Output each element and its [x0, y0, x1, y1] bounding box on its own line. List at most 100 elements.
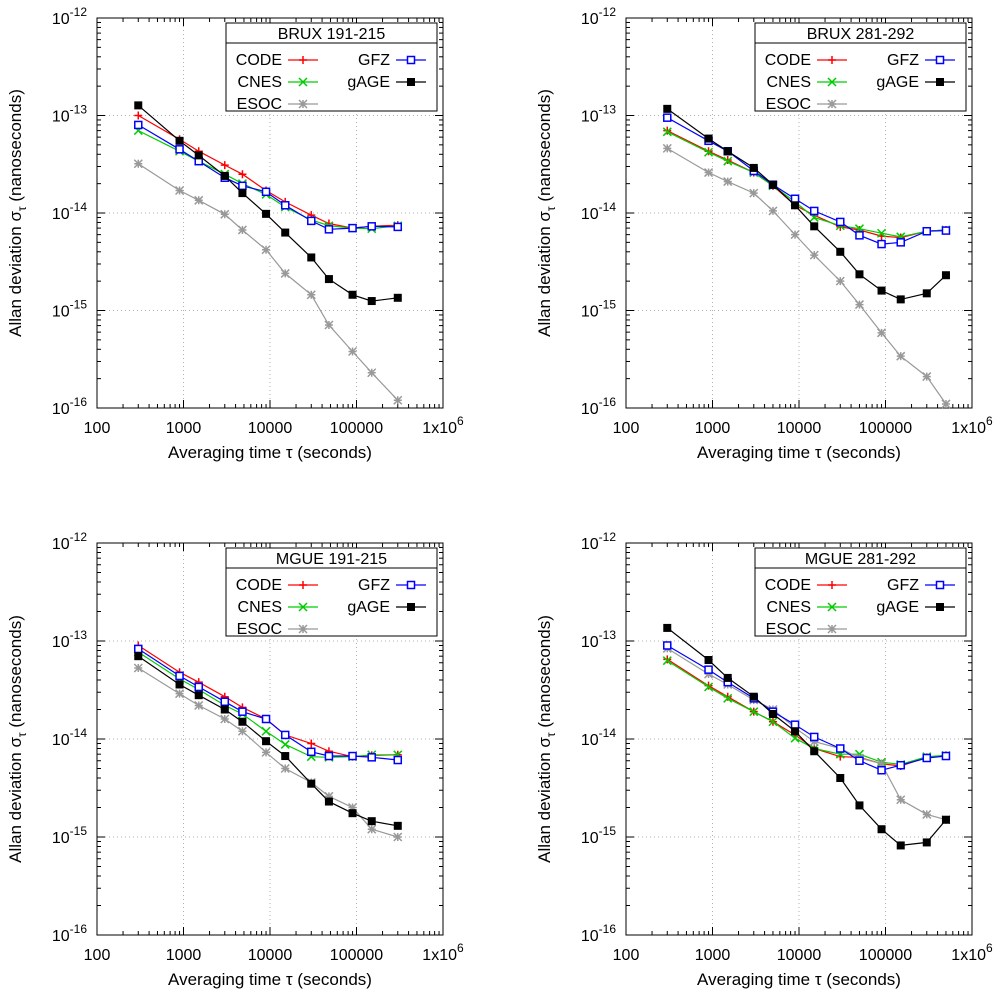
data-point	[393, 832, 403, 842]
legend-marker	[298, 624, 308, 634]
y-tick-label: 10-14	[52, 200, 87, 223]
x-tick-label: 100	[84, 420, 111, 437]
data-point	[348, 802, 358, 813]
data-point	[194, 682, 203, 692]
y-tick-label: 10-14	[52, 726, 87, 749]
data-point	[896, 351, 906, 361]
data-point	[723, 177, 733, 187]
data-point	[281, 752, 290, 761]
data-point	[307, 739, 316, 748]
data-point	[175, 145, 184, 154]
legend-marker	[827, 99, 837, 109]
data-point	[768, 206, 778, 216]
data-point	[324, 225, 334, 234]
y-tick-label: 10-15	[52, 298, 87, 321]
data-point	[367, 222, 376, 231]
data-point	[194, 700, 204, 710]
series-esoc	[133, 159, 403, 405]
data-point	[348, 809, 357, 818]
x-tick-label: 1000	[695, 420, 731, 437]
data-point	[922, 809, 932, 819]
data-point	[393, 821, 402, 830]
x-tick-label: 1000	[166, 420, 202, 437]
legend-entry-label: CODE	[765, 577, 811, 594]
y-tick-label: 10-16	[581, 922, 616, 945]
data-point	[393, 755, 403, 765]
data-point	[194, 151, 203, 160]
legend-marker	[827, 77, 837, 87]
data-point	[723, 147, 732, 156]
legend-marker	[406, 55, 416, 65]
data-point	[663, 104, 672, 113]
data-point	[280, 763, 290, 774]
x-axis-title: Averaging time τ (seconds)	[697, 970, 901, 989]
data-point	[306, 290, 316, 300]
data-point	[877, 286, 886, 295]
data-point	[662, 656, 672, 666]
data-point	[662, 143, 672, 153]
legend-entry-label: GFZ	[887, 52, 919, 69]
y-tick-label: 10-12	[52, 5, 87, 28]
x-tick-label: 10000	[248, 947, 293, 964]
legend-entry-label: CODE	[236, 52, 282, 69]
series-gfz	[134, 120, 403, 234]
legend: BRUX 191-215 CODE CNES ESOC GFZ gAGE	[225, 22, 438, 113]
data-point	[877, 228, 887, 238]
data-point	[134, 120, 143, 130]
data-point	[324, 751, 334, 761]
data-point	[922, 372, 932, 382]
legend-entry-label: ESOC	[766, 621, 811, 638]
legend-box	[754, 42, 967, 112]
data-point	[261, 714, 271, 724]
legend-entry-label: CNES	[767, 74, 811, 91]
data-point	[749, 707, 759, 717]
legend-marker	[407, 603, 415, 611]
legend-marker	[298, 99, 308, 109]
data-point	[324, 275, 333, 284]
data-point	[810, 222, 819, 231]
legend-marker	[827, 602, 837, 612]
data-point	[809, 206, 819, 216]
series-gage	[663, 623, 950, 850]
x-tick-label: 1000	[166, 947, 202, 964]
data-point	[791, 201, 800, 210]
data-point	[237, 225, 247, 235]
y-tick-label: 10-16	[581, 395, 616, 418]
data-point	[238, 707, 247, 716]
data-point	[280, 268, 290, 278]
data-point	[855, 801, 864, 810]
data-point	[348, 346, 358, 357]
legend-marker	[936, 603, 944, 611]
data-point	[704, 669, 714, 679]
data-point	[877, 765, 886, 775]
data-point	[348, 290, 357, 299]
data-point	[877, 239, 886, 249]
chart-title: MGUE 191-215	[276, 551, 387, 568]
data-point	[791, 727, 800, 736]
x-tick-label: 100000	[330, 420, 383, 437]
data-point	[749, 692, 758, 701]
data-point	[836, 217, 845, 227]
data-point	[307, 216, 316, 226]
data-point	[134, 111, 143, 120]
legend-entry-label: gAGE	[876, 599, 919, 616]
data-point	[393, 222, 403, 232]
data-point	[175, 680, 184, 689]
data-point	[134, 652, 143, 661]
data-point	[220, 705, 229, 714]
series-gage	[134, 652, 402, 830]
chart-panel: 100 1000 10000 100000 1x106 10-16 10-15 10-14 10…	[535, 5, 993, 462]
x-tick-label: 100	[84, 947, 111, 964]
x-tick-label: 100000	[859, 947, 912, 964]
data-point	[768, 717, 778, 727]
chart-title: BRUX 191-215	[278, 26, 386, 43]
data-point	[280, 201, 290, 210]
data-point	[134, 644, 143, 654]
data-point	[238, 717, 247, 726]
data-point	[704, 147, 714, 157]
data-point	[194, 195, 204, 205]
legend-marker	[828, 56, 836, 64]
y-axis-title: Allan deviation στ (nanoseconds)	[535, 615, 558, 863]
legend-entry-label: gAGE	[876, 74, 919, 91]
